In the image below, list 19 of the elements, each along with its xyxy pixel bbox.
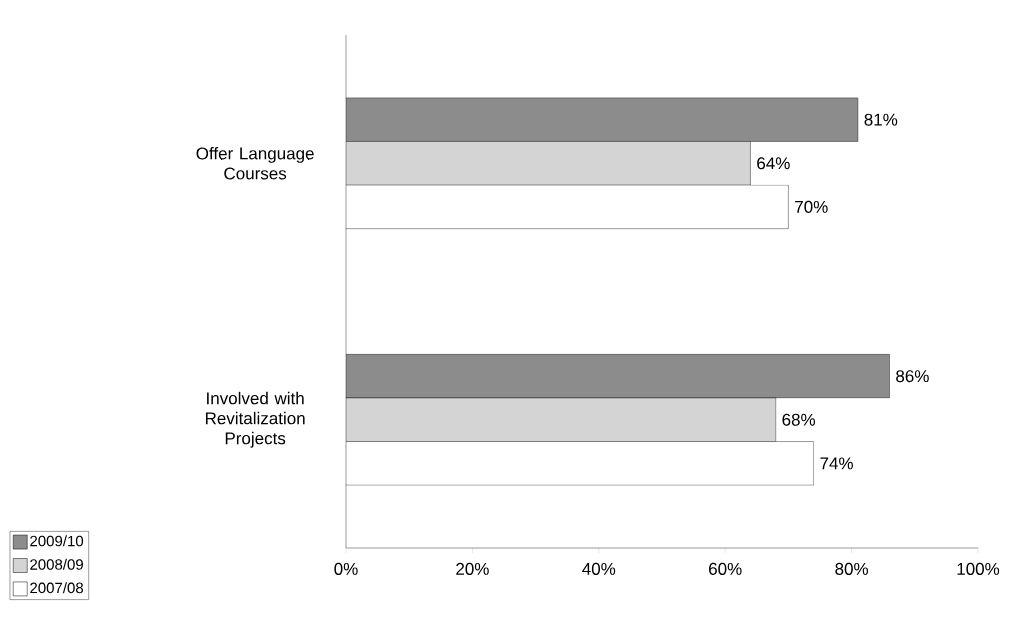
x-tick-label: 80% <box>835 562 868 575</box>
data-label: 74% <box>820 457 853 470</box>
x-tick-label: 100% <box>957 562 1000 575</box>
legend-label: 2008/09 <box>30 558 83 570</box>
y-tick-label: Offer Language Courses <box>196 147 314 180</box>
bar <box>346 141 751 186</box>
data-label: 64% <box>757 157 790 170</box>
data-label: 86% <box>896 370 929 383</box>
data-label: 70% <box>795 200 828 213</box>
legend-label: 2009/10 <box>30 535 84 547</box>
x-tick-label: 20% <box>456 562 489 575</box>
x-tick-label: 0% <box>334 562 358 575</box>
x-tick-label: 40% <box>582 562 616 575</box>
legend-label: 2007/08 <box>30 582 84 594</box>
data-label: 68% <box>782 413 816 426</box>
x-tick-label: 60% <box>709 562 742 575</box>
y-tick-label: Involved with Revitalization Projects <box>205 391 305 448</box>
bar <box>346 397 776 442</box>
data-label: 81% <box>864 113 898 126</box>
